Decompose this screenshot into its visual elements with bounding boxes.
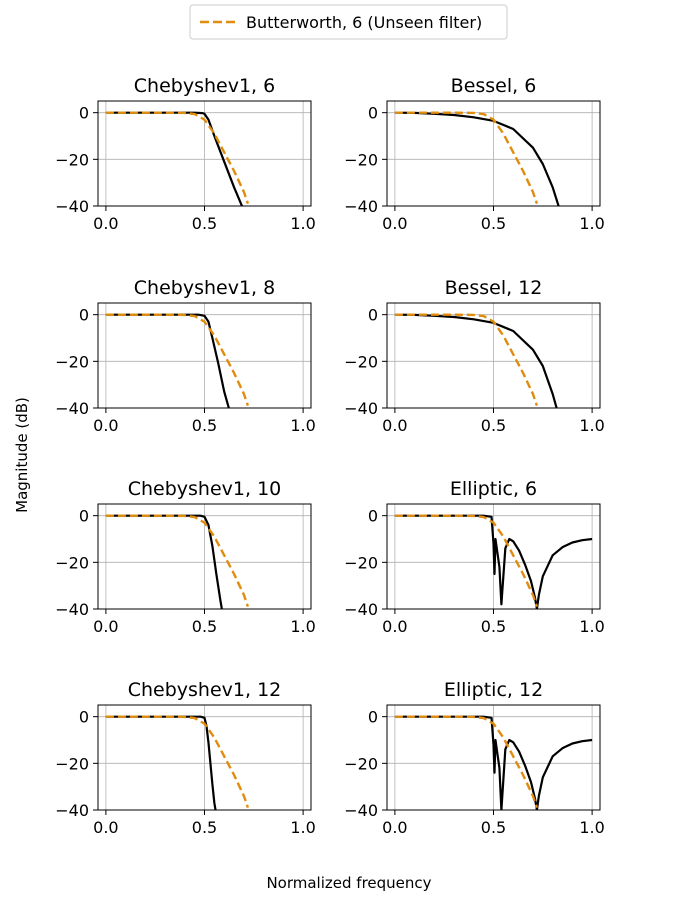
subplot: Chebyshev1, 6 0.0 0.5 1.0 0 −20 −40 xyxy=(55,75,316,233)
filter-response-line xyxy=(105,313,230,408)
series-group xyxy=(394,111,560,206)
series-group xyxy=(105,313,250,408)
legend: Butterworth, 6 (Unseen filter) xyxy=(189,4,508,40)
y-tick-label: 0 xyxy=(368,306,378,325)
y-tick-label: −20 xyxy=(344,150,378,169)
x-tick-label: 0.5 xyxy=(481,818,506,837)
butterworth-reference-line xyxy=(105,111,250,205)
x-tick-label: 1.0 xyxy=(290,617,315,636)
subplot-title: Bessel, 12 xyxy=(445,277,543,299)
subplot-title: Chebyshev1, 8 xyxy=(134,277,275,299)
y-tick-label: −40 xyxy=(344,600,378,619)
butterworth-reference-line xyxy=(105,514,250,608)
filter-response-line xyxy=(105,715,217,810)
x-tick-label: 0.0 xyxy=(93,617,118,636)
y-tick-label: 0 xyxy=(79,708,89,727)
x-tick-label: 0.5 xyxy=(481,214,506,233)
x-tick-label: 0.0 xyxy=(382,214,407,233)
legend-label: Butterworth, 6 (Unseen filter) xyxy=(246,13,482,32)
series-group xyxy=(105,111,250,206)
y-tick-label: −20 xyxy=(55,553,89,572)
x-tick-label: 0.5 xyxy=(192,214,217,233)
filter-response-line xyxy=(105,111,244,206)
filter-response-line xyxy=(394,715,593,810)
series-group xyxy=(105,514,250,609)
y-tick-label: −40 xyxy=(55,801,89,820)
subplot: Bessel, 12 0.0 0.5 1.0 0 −20 −40 xyxy=(344,277,605,435)
y-tick-label: −40 xyxy=(55,399,89,418)
butterworth-reference-line xyxy=(394,715,539,809)
x-tick-label: 0.0 xyxy=(93,416,118,435)
subplot: Chebyshev1, 10 0.0 0.5 1.0 0 −20 −40 xyxy=(55,478,316,636)
y-tick-label: −20 xyxy=(344,754,378,773)
subplot: Elliptic, 12 0.0 0.5 1.0 0 −20 −40 xyxy=(344,679,605,837)
filter-response-line xyxy=(394,514,593,609)
legend-frame xyxy=(189,4,508,40)
y-tick-label: −20 xyxy=(55,754,89,773)
series-group xyxy=(105,715,250,810)
subplot: Chebyshev1, 12 0.0 0.5 1.0 0 −20 −40 xyxy=(55,679,316,837)
y-tick-label: −40 xyxy=(55,600,89,619)
y-tick-label: −40 xyxy=(344,399,378,418)
x-tick-label: 0.5 xyxy=(192,818,217,837)
y-tick-label: −20 xyxy=(344,352,378,371)
x-tick-label: 0.0 xyxy=(382,617,407,636)
x-tick-label: 0.5 xyxy=(481,617,506,636)
y-tick-label: 0 xyxy=(368,507,378,526)
x-tick-label: 1.0 xyxy=(290,818,315,837)
y-axis-label: Magnitude (dB) xyxy=(13,397,31,513)
series-group xyxy=(394,313,558,408)
y-tick-label: −20 xyxy=(55,352,89,371)
subplot-title: Elliptic, 12 xyxy=(444,679,543,701)
subplot: Bessel, 6 0.0 0.5 1.0 0 −20 −40 xyxy=(344,75,605,233)
y-tick-label: 0 xyxy=(79,507,89,526)
x-tick-label: 0.5 xyxy=(192,416,217,435)
x-tick-label: 1.0 xyxy=(290,416,315,435)
series-group xyxy=(394,514,593,609)
x-tick-label: 1.0 xyxy=(290,214,315,233)
y-tick-label: 0 xyxy=(368,708,378,727)
x-axis-label: Normalized frequency xyxy=(266,874,431,892)
y-tick-label: −40 xyxy=(344,801,378,820)
subplot-title: Chebyshev1, 10 xyxy=(128,478,282,500)
x-tick-label: 1.0 xyxy=(579,617,604,636)
x-tick-label: 1.0 xyxy=(579,214,604,233)
subplot-grid: Chebyshev1, 6 0.0 0.5 1.0 0 −20 −40 Bessel, 6 0.… xyxy=(55,75,605,837)
subplot: Chebyshev1, 8 0.0 0.5 1.0 0 −20 −40 xyxy=(55,277,316,435)
y-tick-label: −20 xyxy=(55,150,89,169)
series-group xyxy=(394,715,593,810)
y-tick-label: −20 xyxy=(344,553,378,572)
subplot: Elliptic, 6 0.0 0.5 1.0 0 −20 −40 xyxy=(344,478,605,636)
butterworth-reference-line xyxy=(105,715,250,809)
butterworth-reference-line xyxy=(105,313,250,407)
subplot-title: Bessel, 6 xyxy=(451,75,537,97)
butterworth-reference-line xyxy=(394,111,539,205)
subplot-title: Elliptic, 6 xyxy=(450,478,537,500)
y-tick-label: 0 xyxy=(79,306,89,325)
x-tick-label: 0.0 xyxy=(382,416,407,435)
y-tick-label: 0 xyxy=(368,104,378,123)
filter-response-line xyxy=(105,514,223,609)
x-tick-label: 0.0 xyxy=(93,214,118,233)
subplot-title: Chebyshev1, 6 xyxy=(134,75,275,97)
y-tick-label: −40 xyxy=(55,197,89,216)
x-tick-label: 0.5 xyxy=(192,617,217,636)
x-tick-label: 0.5 xyxy=(481,416,506,435)
y-tick-label: −40 xyxy=(344,197,378,216)
y-tick-label: 0 xyxy=(79,104,89,123)
x-tick-label: 0.0 xyxy=(93,818,118,837)
subplot-title: Chebyshev1, 12 xyxy=(128,679,282,701)
butterworth-reference-line xyxy=(394,514,539,608)
x-tick-label: 1.0 xyxy=(579,416,604,435)
x-tick-label: 0.0 xyxy=(382,818,407,837)
butterworth-reference-line xyxy=(394,313,539,407)
x-tick-label: 1.0 xyxy=(579,818,604,837)
